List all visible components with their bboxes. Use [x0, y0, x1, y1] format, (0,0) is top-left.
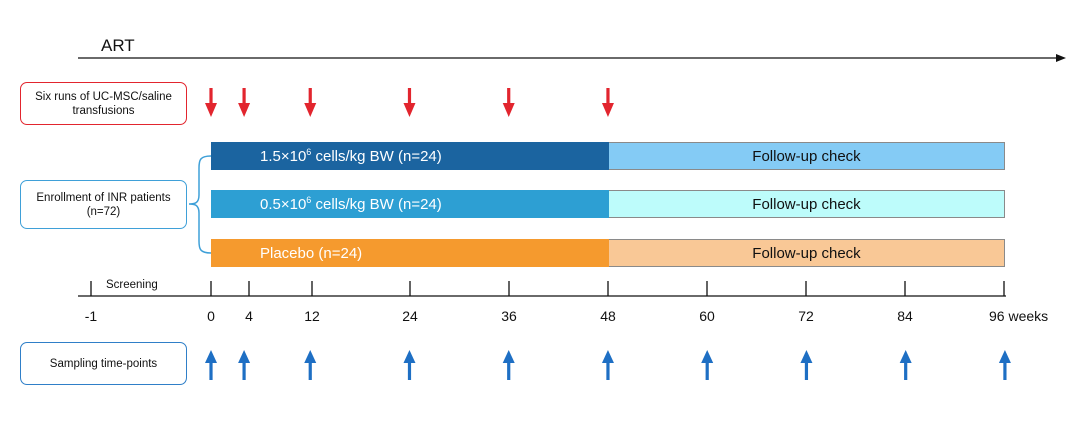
arm3-treatment-bar: Placebo (n=24): [211, 239, 609, 267]
sampling-arrow-icon: [601, 350, 614, 380]
arm1-treatment-bar: 1.5×106 cells/kg BW (n=24): [211, 142, 609, 170]
sampling-arrow-icon: [502, 350, 515, 380]
enrollment-brace: [188, 155, 212, 254]
enrollment-box: Enrollment of INR patients (n=72): [20, 180, 187, 229]
timeline-tick-label: 96 weeks: [989, 308, 1049, 324]
arm2-treatment-bar: 0.5×106 cells/kg BW (n=24): [211, 190, 609, 218]
sampling-arrow-icon: [899, 350, 912, 380]
sampling-arrow-icon: [304, 350, 317, 380]
timeline-tick-label: 72: [798, 308, 814, 324]
enrollment-box-line1: Enrollment of INR patients: [36, 191, 171, 204]
timeline-tick-label: 60: [699, 308, 715, 324]
sampling-arrow-icon: [701, 350, 714, 380]
art-arrowhead: [1056, 54, 1066, 62]
timeline-tick-label: 84: [897, 308, 913, 324]
timeline-tick-label: 48: [600, 308, 616, 324]
arm3-follow-up-label: Follow-up check: [752, 244, 861, 262]
enrollment-box-line2: (n=72): [86, 205, 121, 218]
arm1-follow-up-label: Follow-up check: [752, 147, 861, 165]
timeline-ticks: [90, 281, 1005, 296]
transfusion-arrow-icon: [601, 88, 614, 117]
timeline-tick-label: -1: [84, 308, 98, 324]
timeline-tick-label: 12: [304, 308, 320, 324]
arm2-follow-up-bar: Follow-up check: [609, 190, 1005, 218]
arm2-label: 0.5×106 cells/kg BW (n=24): [260, 194, 442, 213]
art-label: ART: [101, 36, 135, 55]
arm1-follow-up-bar: Follow-up check: [609, 142, 1005, 170]
sampling-box: Sampling time-points: [20, 342, 187, 385]
transfusion-arrow-icon: [502, 88, 515, 117]
timeline-tick-label: 36: [501, 308, 517, 324]
sampling-arrow-icon: [800, 350, 813, 380]
transfusion-arrow-icon: [304, 88, 317, 117]
timeline-tick-label: 0: [207, 308, 215, 324]
transfusion-arrows: [205, 88, 614, 117]
sampling-box-text: Sampling time-points: [49, 357, 158, 370]
sampling-arrow-icon: [205, 350, 217, 380]
arm1-label: 1.5×106 cells/kg BW (n=24): [260, 146, 442, 165]
transfusion-arrow-icon: [238, 88, 251, 117]
timeline-tick-label: 24: [402, 308, 418, 324]
sampling-arrow-icon: [403, 350, 416, 380]
arm3-label: Placebo (n=24): [260, 244, 363, 262]
sampling-arrow-icon: [238, 350, 251, 380]
arm3-follow-up-bar: Follow-up check: [609, 239, 1005, 267]
screening-label: Screening: [106, 279, 158, 291]
transfusion-arrow-icon: [205, 88, 217, 117]
transfusion-arrow-icon: [403, 88, 416, 117]
sampling-arrows: [205, 350, 1011, 380]
timeline-tick-label: 4: [245, 308, 253, 324]
arm2-follow-up-label: Follow-up check: [752, 195, 861, 213]
transfusion-box-text: Six runs of UC-MSC/saline transfusions: [35, 90, 172, 117]
sampling-arrow-icon: [998, 350, 1011, 380]
transfusion-box: Six runs of UC-MSC/saline transfusions: [20, 82, 187, 125]
